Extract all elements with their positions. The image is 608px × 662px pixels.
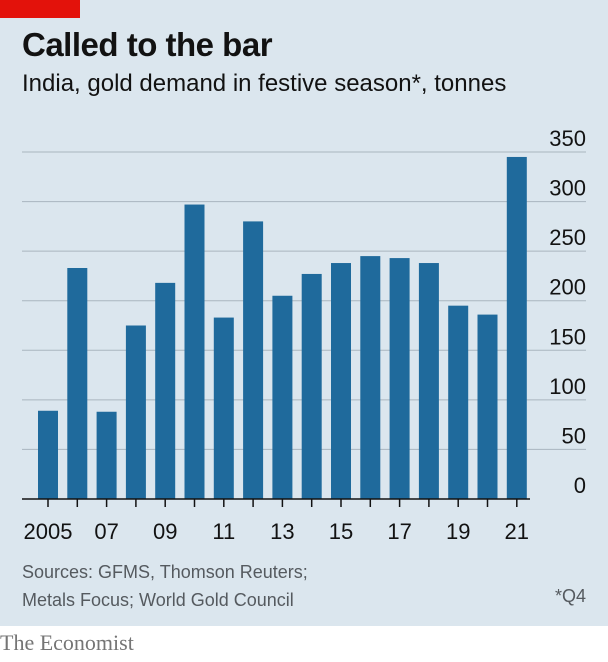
bar bbox=[448, 305, 469, 499]
bar bbox=[125, 325, 146, 499]
brand-red-tag bbox=[0, 0, 80, 18]
chart-title: Called to the bar bbox=[22, 26, 273, 63]
x-tick-label: 21 bbox=[505, 519, 529, 544]
bar-chart: 0 50 100 150 200 250 300 350 2005 07 09 11 13 15 17 19 2… bbox=[22, 126, 586, 544]
y-tick-label: 50 bbox=[562, 423, 586, 448]
bar bbox=[389, 258, 410, 499]
bar bbox=[301, 273, 322, 499]
source-line-1: Sources: GFMS, Thomson Reuters; bbox=[22, 562, 308, 582]
bar bbox=[477, 314, 498, 499]
y-tick-label: 350 bbox=[549, 126, 586, 151]
y-tick-label: 0 bbox=[574, 473, 586, 498]
y-tick-label: 150 bbox=[549, 324, 586, 349]
y-tick-label: 250 bbox=[549, 225, 586, 250]
source-line-2: Metals Focus; World Gold Council bbox=[22, 590, 294, 610]
x-tick-label: 15 bbox=[329, 519, 353, 544]
bar bbox=[155, 282, 176, 499]
bar bbox=[243, 221, 264, 499]
bar bbox=[331, 263, 351, 499]
y-tick-label: 200 bbox=[549, 275, 586, 300]
footnote: *Q4 bbox=[554, 586, 586, 606]
bar bbox=[418, 263, 439, 499]
publisher-logo: The Economist bbox=[0, 630, 134, 655]
x-tick-label: 09 bbox=[153, 519, 177, 544]
x-tick-label: 17 bbox=[387, 519, 411, 544]
bar bbox=[213, 317, 234, 499]
x-tick-label: 19 bbox=[446, 519, 470, 544]
source-note: Sources: GFMS, Thomson Reuters; Metals F… bbox=[22, 558, 308, 614]
y-tick-label: 100 bbox=[549, 374, 586, 399]
x-tick-label: 2005 bbox=[24, 519, 73, 544]
x-tick-label: 13 bbox=[270, 519, 294, 544]
chart-subtitle: India, gold demand in festive season*, t… bbox=[22, 70, 507, 97]
bar bbox=[38, 410, 58, 499]
y-tick-label: 300 bbox=[549, 176, 586, 201]
bar bbox=[184, 204, 205, 499]
bar bbox=[506, 156, 527, 499]
bar bbox=[96, 411, 117, 499]
bar bbox=[360, 256, 381, 499]
bar bbox=[272, 295, 293, 499]
x-tick-label: 11 bbox=[212, 519, 235, 544]
x-tick-label: 07 bbox=[94, 519, 118, 544]
bar bbox=[67, 267, 88, 499]
